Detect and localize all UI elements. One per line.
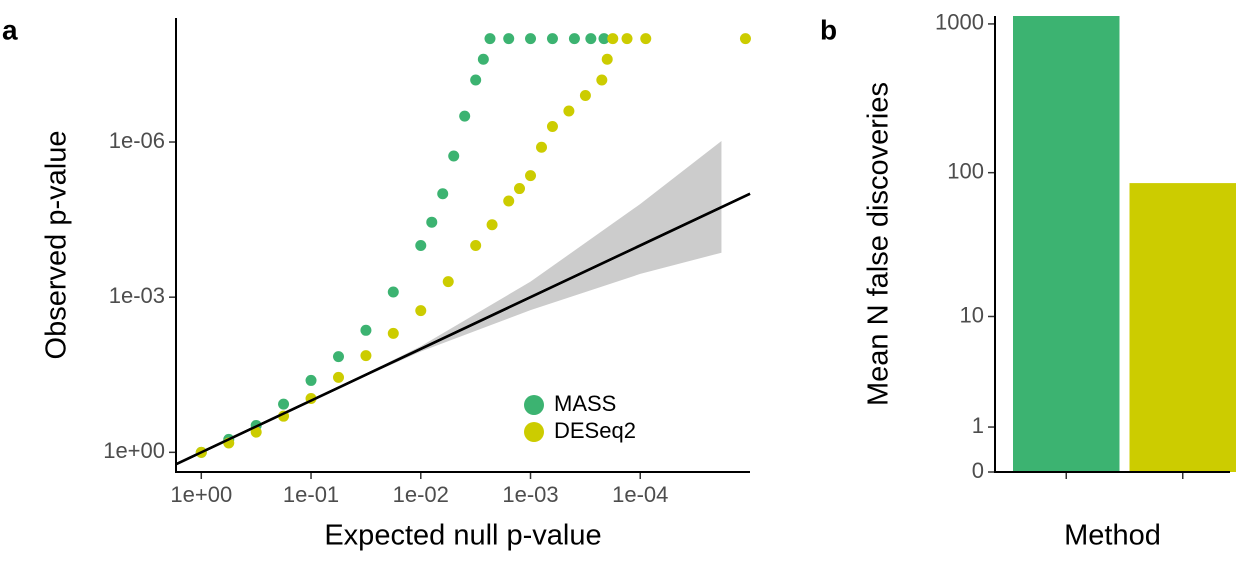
point [305, 374, 317, 386]
point [470, 74, 482, 86]
point [448, 150, 460, 162]
point [250, 426, 262, 438]
point [387, 286, 399, 298]
point [739, 33, 751, 45]
point [640, 33, 652, 45]
point [598, 33, 610, 45]
point [621, 33, 633, 45]
y-tick-label: 0 [972, 458, 984, 483]
x-tick-label: 1e-02 [393, 482, 449, 507]
point [332, 351, 344, 363]
legend-marker [524, 395, 544, 415]
point [470, 239, 482, 251]
legend-label: MASS [554, 391, 616, 416]
point [503, 195, 515, 207]
point [607, 33, 619, 45]
point [442, 276, 454, 288]
point [546, 120, 558, 132]
x-tick-label: 1e-03 [502, 482, 558, 507]
point [525, 33, 537, 45]
point [585, 33, 597, 45]
y-tick-label: 1e-03 [109, 283, 165, 308]
bar [1013, 16, 1120, 472]
panel-label: a [2, 14, 18, 45]
y-tick-label: 10 [960, 302, 984, 327]
reference-line [175, 192, 751, 466]
point [525, 170, 537, 182]
point [459, 110, 471, 122]
x-tick-label: 1e-04 [612, 482, 668, 507]
point [514, 183, 526, 195]
legend-marker [524, 422, 544, 442]
point [486, 219, 498, 231]
y-tick-label: 100 [947, 158, 984, 183]
point [579, 89, 591, 101]
point [477, 53, 489, 65]
x-tick-label: 1e+00 [170, 482, 232, 507]
point [415, 305, 427, 317]
y-tick-label: 1000 [935, 10, 984, 35]
x-axis-title: Expected null p-value [324, 520, 601, 552]
point [536, 141, 548, 153]
y-tick-label: 1e+00 [103, 438, 165, 463]
confidence-band [311, 140, 722, 401]
point [360, 350, 372, 362]
point [387, 327, 399, 339]
point [546, 33, 558, 45]
point [601, 53, 613, 65]
panel-label: b [820, 14, 837, 45]
point [360, 324, 372, 336]
point [503, 33, 515, 45]
y-axis-title: Mean N false discoveries [863, 82, 895, 406]
y-axis-title: Observed p-value [41, 131, 73, 360]
x-axis-title: Method [1064, 520, 1161, 552]
legend-label: DESeq2 [554, 418, 636, 443]
point [484, 33, 496, 45]
point [437, 188, 449, 200]
bar [1129, 183, 1236, 472]
point [415, 239, 427, 251]
point [596, 74, 608, 86]
x-tick-label: 1e-01 [283, 482, 339, 507]
y-tick-label: 1 [972, 413, 984, 438]
point [426, 216, 438, 228]
point [568, 33, 580, 45]
point [563, 105, 575, 117]
point [332, 371, 344, 383]
y-tick-label: 1e-06 [109, 128, 165, 153]
point [278, 398, 290, 410]
